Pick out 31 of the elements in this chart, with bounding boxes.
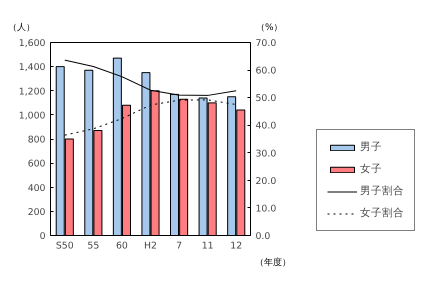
y-tick-label: 1,600: [18, 38, 46, 49]
y2-tick-label: 30.0: [256, 148, 276, 160]
y2-tick-label: 50.0: [256, 93, 276, 104]
y-tick-label: 800: [28, 134, 46, 146]
x-tick-label: 12: [230, 240, 242, 252]
y2-tick-label: 40.0: [256, 120, 276, 132]
y-tick-label: 400: [28, 182, 46, 194]
legend-label: 男子: [360, 140, 382, 154]
y2-tick-label: 0.0: [256, 231, 270, 242]
y-tick-label: 0: [40, 231, 46, 242]
x-tick-label: H2: [144, 240, 157, 252]
y2-tick-label: 60.0: [256, 66, 276, 77]
x-tick-label: 55: [87, 240, 100, 252]
y-axis-title: （人）: [8, 22, 35, 35]
legend-label: 女子: [360, 162, 382, 176]
y2-tick-label: 10.0: [256, 203, 276, 214]
y-tick-label: 600: [28, 158, 46, 170]
y2-tick-label: 70.0: [256, 38, 276, 49]
x-tick-label: S50: [56, 240, 74, 252]
y2-tick-label: 20.0: [256, 176, 276, 187]
x-tick-label: 60: [116, 240, 128, 252]
y-tick-label: 1,000: [18, 110, 46, 122]
x-axis-title: （年度）: [255, 257, 291, 270]
legend-label: 男子割合: [360, 184, 404, 198]
y-tick-label: 1,400: [18, 62, 46, 74]
x-tick-label: 11: [202, 240, 214, 252]
y-tick-label: 200: [28, 206, 46, 218]
y-tick-label: 1,200: [18, 86, 46, 98]
x-tick-label: 7: [176, 240, 182, 252]
y2-axis-title: （%）: [256, 22, 283, 35]
legend-label: 女子割合: [360, 206, 404, 220]
